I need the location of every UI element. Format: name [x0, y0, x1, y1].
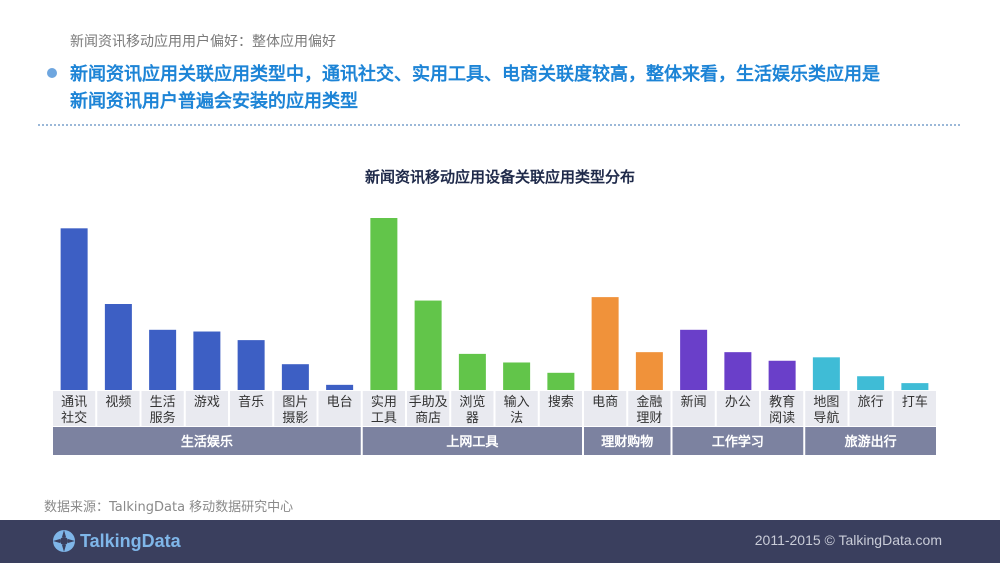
group-label: 生活娱乐	[181, 434, 233, 450]
category-label: 地图导航	[813, 395, 839, 426]
category-label: 游戏	[194, 395, 220, 410]
category-label-cell	[584, 391, 627, 426]
talkingdata-logo-icon	[53, 530, 75, 552]
group-label: 工作学习	[712, 434, 764, 450]
category-label-cell	[407, 391, 450, 426]
category-label: 浏览器	[459, 394, 485, 426]
copyright: 2011-2015 © TalkingData.com	[754, 532, 942, 548]
category-label-cell	[362, 391, 405, 426]
category-label: 视频	[105, 395, 131, 410]
category-label-cell	[539, 391, 582, 426]
category-label: 电商	[592, 395, 618, 410]
bar	[635, 352, 663, 390]
category-label-cell	[893, 391, 936, 426]
category-label: 教育阅读	[769, 394, 795, 426]
group-band	[584, 427, 671, 455]
category-label: 搜索	[548, 395, 574, 410]
headline-line-2: 新闻资讯用户普遍会安装的应用类型	[70, 91, 358, 112]
group-band	[672, 427, 804, 455]
group-label: 上网工具	[446, 435, 498, 450]
bar	[193, 331, 221, 390]
category-label-cell	[230, 391, 273, 426]
breadcrumb: 新闻资讯移动应用用户偏好：整体应用偏好	[70, 34, 336, 50]
category-label: 通讯社交	[61, 395, 87, 426]
category-label: 新闻	[681, 394, 707, 410]
category-label-cell	[274, 391, 317, 426]
category-label: 办公	[725, 395, 751, 410]
bar	[547, 372, 575, 390]
category-label: 金融理财	[636, 394, 662, 426]
bar	[281, 364, 309, 390]
bar	[104, 304, 132, 390]
bar	[768, 360, 796, 390]
bullet-dot-icon	[47, 68, 57, 78]
bar	[812, 357, 840, 390]
category-label: 实用工具	[371, 395, 397, 426]
category-label-cell	[53, 391, 96, 426]
category-label: 生活服务	[150, 395, 176, 426]
category-label: 音乐	[238, 394, 264, 410]
bar	[680, 329, 708, 390]
brand-logo[interactable]: TalkingData	[52, 528, 181, 554]
category-label-cell	[672, 391, 715, 426]
footer-bar: TalkingData 2011-2015 © TalkingData.com	[0, 520, 1000, 563]
category-label-cell	[318, 391, 361, 426]
bar	[724, 352, 752, 390]
category-label: 手助及商店	[409, 395, 448, 426]
category-label: 输入法	[504, 394, 530, 426]
brand-name: TalkingData	[80, 530, 181, 551]
group-band	[53, 427, 361, 455]
category-label-cell	[628, 391, 671, 426]
group-band	[362, 427, 582, 455]
category-label-cell	[97, 391, 140, 426]
headline-line-1: 新闻资讯应用关联应用类型中，通讯社交、实用工具、电商关联度较高，整体来看，生活娱…	[70, 64, 880, 85]
group-band	[805, 427, 936, 455]
bar	[857, 376, 885, 390]
bar	[414, 300, 442, 390]
category-label: 旅行	[858, 395, 884, 410]
data-source: 数据来源：TalkingData 移动数据研究中心	[44, 500, 294, 515]
bar	[60, 228, 88, 390]
category-label: 图片摄影	[282, 395, 308, 426]
category-label-cell	[805, 391, 848, 426]
bar	[901, 383, 929, 390]
category-label: 电台	[327, 395, 353, 410]
bar	[237, 340, 265, 390]
headline: 新闻资讯应用关联应用类型中，通讯社交、实用工具、电商关联度较高，整体来看，生活娱…	[70, 61, 970, 115]
bar	[503, 362, 531, 390]
category-label-cell	[185, 391, 228, 426]
category-label-cell	[761, 391, 804, 426]
bar	[326, 384, 354, 390]
category-label-cell	[716, 391, 759, 426]
category-label: 打车	[902, 394, 928, 410]
category-label-cell	[141, 391, 184, 426]
bar	[149, 329, 177, 390]
bar	[370, 218, 398, 390]
bar	[458, 353, 486, 390]
group-label: 旅游出行	[845, 434, 897, 450]
chart-title: 新闻资讯移动应用设备关联应用类型分布	[364, 168, 635, 186]
bar	[591, 297, 619, 390]
dotted-divider	[38, 124, 960, 126]
category-label-cell	[849, 391, 892, 426]
group-label: 理财购物	[601, 434, 653, 450]
category-label-cell	[451, 391, 494, 426]
category-label-cell	[495, 391, 538, 426]
